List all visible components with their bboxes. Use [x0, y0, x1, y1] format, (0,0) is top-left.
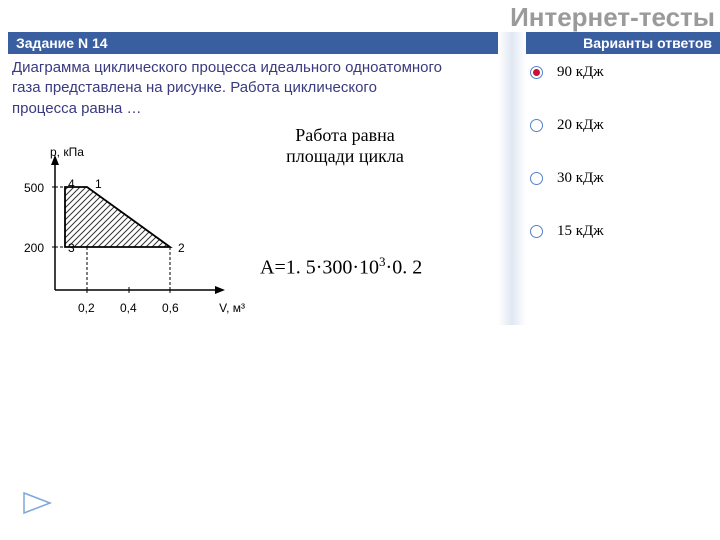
y-tick: 200	[24, 241, 44, 255]
vertex-label: 3	[68, 241, 75, 255]
answers-column: 90 кДж 20 кДж 30 кДж 15 кДж	[520, 58, 720, 270]
formula: А=1. 5·300·103·0. 2	[260, 254, 422, 280]
formula-pre: А=1. 5·300·10	[260, 257, 379, 279]
arrow-right-icon	[20, 489, 56, 517]
hint-line2: площади цикла	[286, 146, 404, 166]
task-label: Задание N 14	[8, 32, 116, 54]
header-bar: Задание N 14 Варианты ответов	[8, 32, 720, 54]
y-tick: 500	[24, 181, 44, 195]
answer-label: 20 кДж	[557, 117, 604, 134]
next-arrow-button[interactable]	[20, 489, 56, 522]
vertex-label: 2	[178, 241, 185, 255]
question-text: Диаграмма циклического процесса идеально…	[12, 58, 442, 119]
chart-svg	[20, 145, 245, 315]
answer-label: 15 кДж	[557, 223, 604, 240]
vertex-label: 4	[68, 177, 75, 191]
radio-icon	[530, 172, 543, 185]
answers-header-label: Варианты ответов	[575, 32, 720, 54]
hint-text: Работа равна площади цикла	[245, 125, 445, 167]
formula-post: ·0. 2	[386, 257, 423, 279]
answer-option-3[interactable]: 15 кДж	[520, 217, 720, 246]
radio-icon	[530, 66, 543, 79]
answer-option-2[interactable]: 30 кДж	[520, 164, 720, 193]
radio-icon	[530, 119, 543, 132]
hint-line1: Работа равна	[295, 125, 395, 145]
answer-option-1[interactable]: 20 кДж	[520, 111, 720, 140]
pv-diagram: p, кПа V, м³ 500 200 0,2 0,4 0,6 1 2 3 4	[20, 145, 245, 315]
site-title: Интернет-тесты	[510, 2, 715, 33]
y-axis-label: p, кПа	[50, 145, 84, 159]
x-tick: 0,4	[120, 301, 137, 315]
vertex-label: 1	[95, 177, 102, 191]
radio-icon	[530, 225, 543, 238]
answer-label: 90 кДж	[557, 64, 604, 81]
x-axis-label: V, м³	[219, 301, 245, 315]
x-tick: 0,2	[78, 301, 95, 315]
answer-option-0[interactable]: 90 кДж	[520, 58, 720, 87]
answer-label: 30 кДж	[557, 170, 604, 187]
x-tick: 0,6	[162, 301, 179, 315]
